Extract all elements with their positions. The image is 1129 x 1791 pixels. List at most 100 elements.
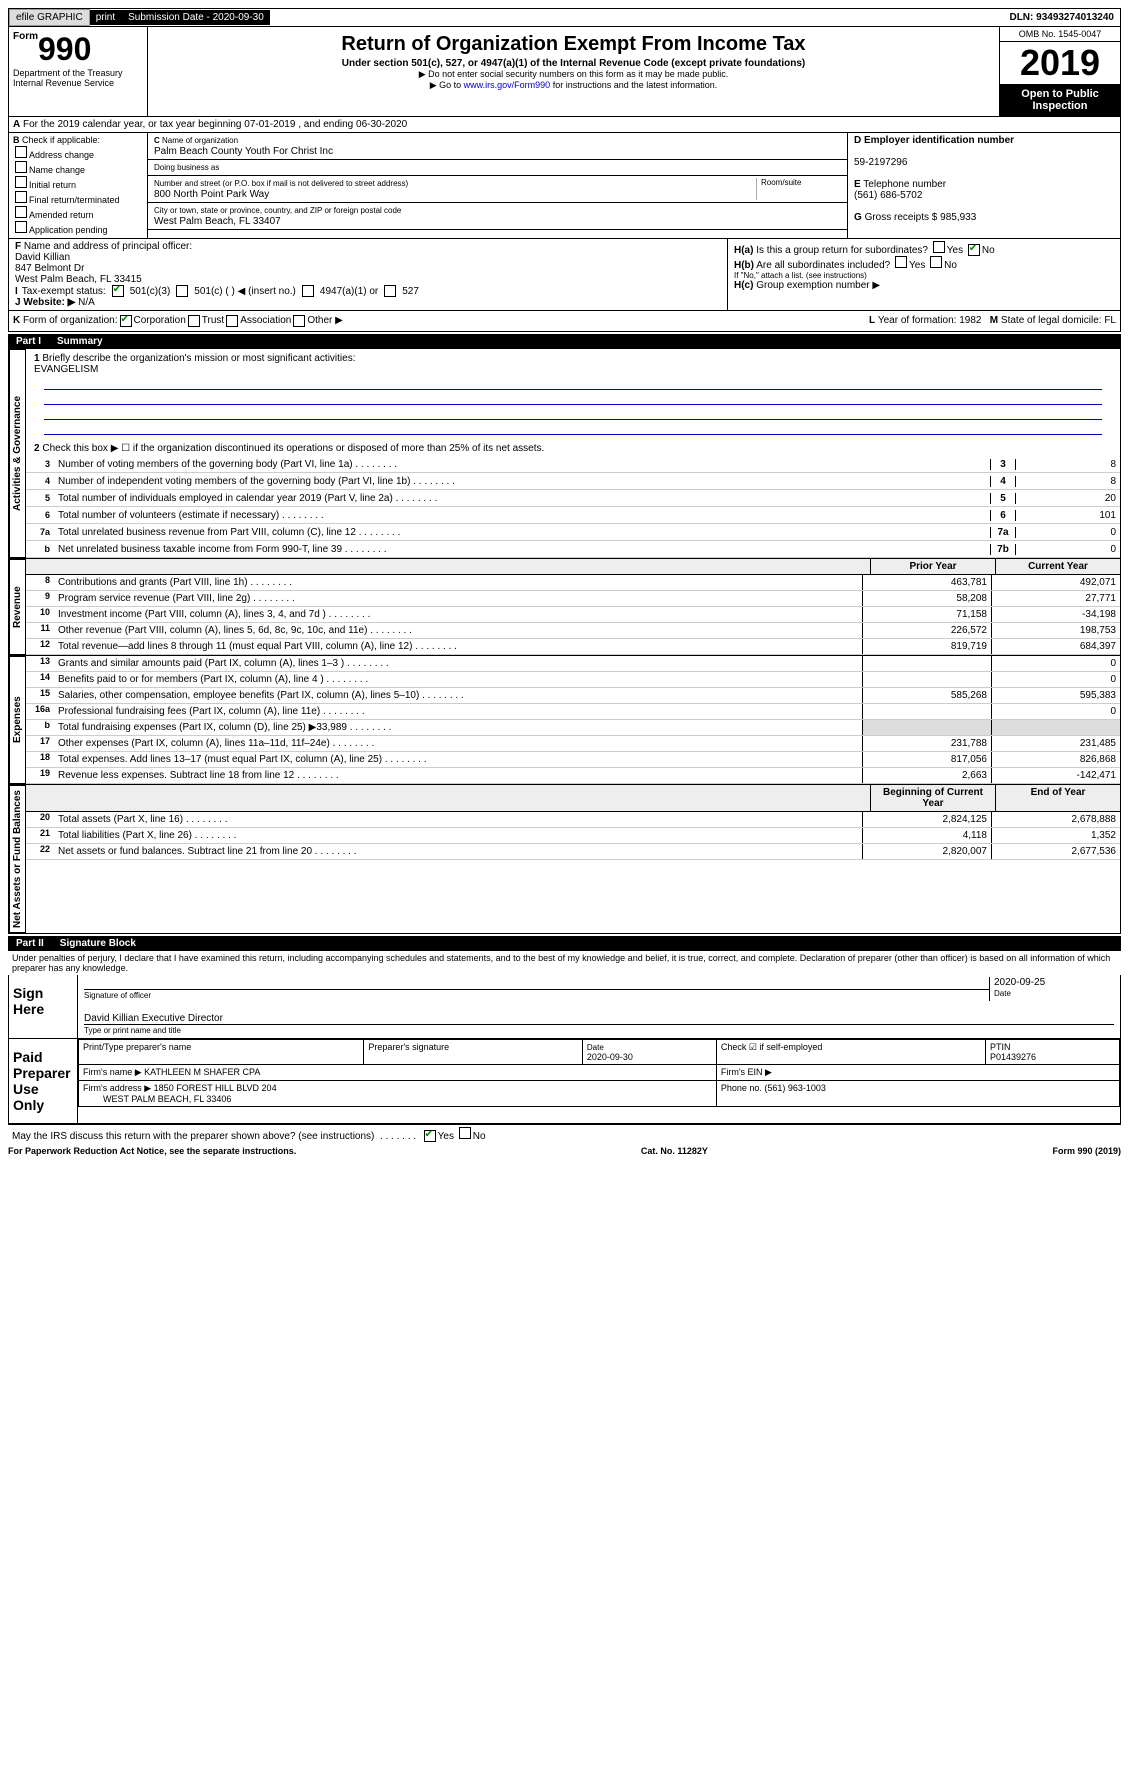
hb-row: H(b) Are all subordinates included? Yes … [734, 256, 1114, 271]
discuss-no[interactable] [459, 1127, 471, 1139]
check-trust[interactable] [188, 315, 200, 327]
check-pending[interactable]: Application pending [13, 221, 143, 235]
governance-section: Activities & Governance 1 Briefly descri… [8, 349, 1121, 559]
line-17: 17Other expenses (Part IX, column (A), l… [26, 736, 1120, 752]
form-title: Return of Organization Exempt From Incom… [152, 33, 995, 56]
line-19: 19Revenue less expenses. Subtract line 1… [26, 768, 1120, 784]
expenses-section: Expenses 13Grants and similar amounts pa… [8, 656, 1121, 785]
tax-year: 2019 [1000, 42, 1120, 84]
dln: DLN: 93493274013240 [1003, 10, 1120, 25]
print-button[interactable]: print [90, 10, 121, 25]
line-20: 20Total assets (Part X, line 16)2,824,12… [26, 812, 1120, 828]
line-13: 13Grants and similar amounts paid (Part … [26, 656, 1120, 672]
line-11: 11Other revenue (Part VIII, column (A), … [26, 623, 1120, 639]
efile-label: efile GRAPHIC [9, 9, 90, 26]
org-name: Palm Beach County Youth For Christ Inc [154, 146, 333, 157]
check-corp[interactable] [120, 315, 132, 327]
gross-block: G Gross receipts $ 985,933 [854, 212, 1114, 223]
org-name-block: C Name of organization Palm Beach County… [148, 133, 847, 160]
cat-no: Cat. No. 11282Y [641, 1146, 708, 1156]
row-fh: F Name and address of principal officer:… [8, 239, 1121, 311]
line-b: bTotal fundraising expenses (Part IX, co… [26, 720, 1120, 736]
check-4947[interactable] [302, 285, 314, 297]
gov-label: Activities & Governance [9, 349, 26, 558]
room-suite: Room/suite [757, 178, 841, 200]
line-14: 14Benefits paid to or for members (Part … [26, 672, 1120, 688]
discuss-yes[interactable] [424, 1130, 436, 1142]
sig-date: 2020-09-25 [994, 977, 1045, 988]
part2-header: Part II Signature Block [8, 936, 1121, 951]
sig-officer-label: Signature of officer [84, 991, 151, 1000]
check-501c3[interactable] [112, 285, 124, 297]
street-block: Number and street (or P.O. box if mail i… [154, 178, 757, 200]
ha-row: H(a) Is this a group return for subordin… [734, 241, 1114, 256]
line-18: 18Total expenses. Add lines 13–17 (must … [26, 752, 1120, 768]
ein-block: D Employer identification number59-21972… [854, 135, 1114, 168]
self-employed: Check ☑ if self-employed [716, 1040, 985, 1065]
irs-link[interactable]: www.irs.gov/Form990 [464, 80, 551, 90]
submission-date: Submission Date - 2020-09-30 [121, 10, 270, 25]
check-527[interactable] [384, 285, 396, 297]
line-4: 4Number of independent voting members of… [26, 473, 1120, 490]
open-public: Open to Public Inspection [1000, 84, 1120, 116]
prep-date: 2020-09-30 [587, 1052, 633, 1062]
tel-block: E Telephone number(561) 686-5702 [854, 179, 1114, 201]
line-10: 10Investment income (Part VIII, column (… [26, 607, 1120, 623]
check-other[interactable] [293, 315, 305, 327]
officer-block: F Name and address of principal officer:… [15, 241, 721, 285]
prior-year-header: Prior Year [870, 559, 995, 574]
row-k: K Form of organization: Corporation Trus… [8, 311, 1121, 332]
tax-exempt-row: I Tax-exempt status: 501(c)(3) 501(c) ( … [15, 285, 721, 297]
hb-no[interactable] [930, 256, 942, 268]
form-subtitle: Under section 501(c), 527, or 4947(a)(1)… [152, 58, 995, 69]
net-label: Net Assets or Fund Balances [9, 785, 26, 933]
ha-no[interactable] [968, 244, 980, 256]
check-address-change[interactable]: Address change [13, 146, 143, 160]
hb-yes[interactable] [895, 256, 907, 268]
form-header: Form990 Department of the Treasury Inter… [8, 27, 1121, 117]
website-row: J Website: ▶ N/A [15, 297, 721, 308]
omb-number: OMB No. 1545-0047 [1000, 27, 1120, 42]
mission-block: 1 Briefly describe the organization's mi… [26, 349, 1120, 441]
topbar: efile GRAPHIC print Submission Date - 20… [8, 8, 1121, 27]
begin-year-header: Beginning of Current Year [870, 785, 995, 811]
form-number: 990 [38, 31, 91, 67]
dept-irs: Internal Revenue Service [13, 78, 143, 88]
prep-name-label: Print/Type preparer's name [79, 1040, 364, 1065]
dba-block: Doing business as [148, 160, 847, 176]
end-year-header: End of Year [995, 785, 1120, 811]
line-7a: 7aTotal unrelated business revenue from … [26, 524, 1120, 541]
section-bc: B Check if applicable: Address change Na… [8, 133, 1121, 239]
check-assoc[interactable] [226, 315, 238, 327]
firm-phone: (561) 963-1003 [764, 1083, 826, 1093]
form-ref: Form 990 (2019) [1052, 1146, 1121, 1156]
current-year-header: Current Year [995, 559, 1120, 574]
discuss-row: May the IRS discuss this return with the… [8, 1125, 1121, 1144]
check-final-return[interactable]: Final return/terminated [13, 191, 143, 205]
preparer-table: Print/Type preparer's name Preparer's si… [78, 1039, 1120, 1107]
officer-name: David Killian Executive Director [84, 1013, 223, 1024]
part1-header: Part I Summary [8, 334, 1121, 349]
check-name-change[interactable]: Name change [13, 161, 143, 175]
city-block: City or town, state or province, country… [148, 203, 847, 230]
line-5: 5Total number of individuals employed in… [26, 490, 1120, 507]
hb-note: If "No," attach a list. (see instruction… [734, 271, 1114, 280]
line-3: 3Number of voting members of the governi… [26, 456, 1120, 473]
firm-ein: Firm's EIN ▶ [716, 1065, 1119, 1081]
form-prefix: Form [13, 31, 38, 42]
dept-treasury: Department of the Treasury [13, 68, 143, 78]
firm-addr: 1850 FOREST HILL BLVD 204 [154, 1083, 277, 1093]
declaration: Under penalties of perjury, I declare th… [8, 951, 1121, 975]
hc-row: H(c) Group exemption number ▶ [734, 280, 1114, 291]
pra-notice: For Paperwork Reduction Act Notice, see … [8, 1146, 296, 1156]
check-501c[interactable] [176, 285, 188, 297]
firm-name: KATHLEEN M SHAFER CPA [144, 1067, 260, 1077]
signature-block: Sign Here Signature of officer 2020-09-2… [8, 975, 1121, 1125]
prep-sig-label: Preparer's signature [364, 1040, 582, 1065]
check-initial-return[interactable]: Initial return [13, 176, 143, 190]
revenue-section: Revenue Prior YearCurrent Year 8Contribu… [8, 559, 1121, 656]
check-amended[interactable]: Amended return [13, 206, 143, 220]
line-2: 2 Check this box ▶ ☐ if the organization… [26, 441, 1120, 456]
ptin: P01439276 [990, 1052, 1036, 1062]
ha-yes[interactable] [933, 241, 945, 253]
